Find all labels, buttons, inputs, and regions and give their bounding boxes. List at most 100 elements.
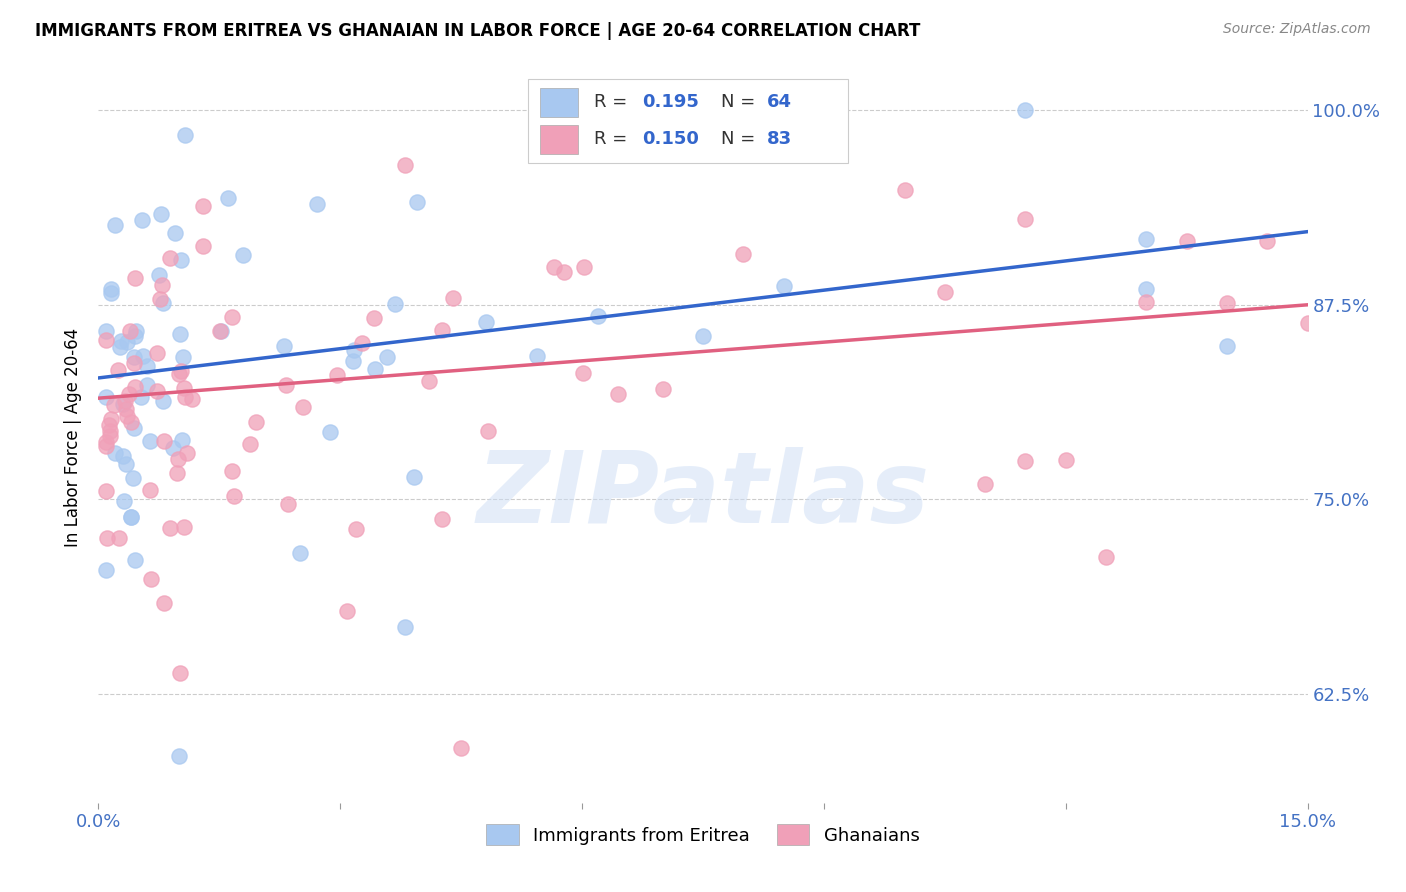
Point [1135,282,1157,296]
Point [115,409,138,423]
Point [96,531,118,545]
Point [1256,234,1278,248]
Point [170,433,193,447]
Point [1054,453,1077,467]
Point [173,519,195,533]
Point [104,445,127,459]
Point [118,387,141,401]
Point [344,522,367,536]
Point [1216,339,1239,353]
Point [122,351,145,365]
Y-axis label: In Labor Force | Age 20-64: In Labor Force | Age 20-64 [65,327,83,547]
Point [276,377,298,392]
Point [98,429,121,443]
Text: ZIPatlas: ZIPatlas [477,447,929,544]
Point [1014,103,1036,118]
Point [1095,550,1118,565]
Point [221,310,243,324]
Point [150,207,173,221]
Point [692,329,714,343]
Point [1175,234,1198,248]
Point [111,449,134,463]
Point [245,415,267,429]
Point [651,382,673,396]
Point [384,297,406,311]
Point [375,350,398,364]
Point [1014,454,1036,468]
Point [394,620,416,634]
Point [115,401,138,416]
Point [100,425,122,439]
Point [209,324,232,338]
Point [733,247,755,261]
Point [167,451,190,466]
Point [122,471,145,485]
Point [273,339,295,353]
Point [430,323,453,337]
Point [173,128,195,143]
Text: R =: R = [595,130,633,148]
Point [139,483,162,498]
Point [124,553,146,567]
Point [97,417,120,432]
Point [152,434,174,449]
Legend: Immigrants from Eritrea, Ghanaians: Immigrants from Eritrea, Ghanaians [479,817,927,852]
Point [232,248,254,262]
Point [277,497,299,511]
Point [129,390,152,404]
Point [173,390,195,404]
Point [173,381,195,395]
Text: 0.150: 0.150 [643,130,699,148]
Point [336,605,359,619]
Point [364,361,387,376]
Point [432,512,454,526]
Point [1216,295,1239,310]
Point [352,336,374,351]
Point [96,324,118,338]
Text: 83: 83 [768,130,792,148]
Point [100,282,122,296]
Point [170,364,193,378]
Point [606,387,628,401]
Point [110,334,132,348]
Point [326,368,349,382]
Point [152,394,174,409]
Point [96,484,118,499]
Point [120,509,142,524]
Point [96,563,118,577]
Point [122,356,145,370]
Point [292,400,315,414]
Point [169,666,191,681]
Point [1135,232,1157,246]
Point [238,437,260,451]
Point [170,252,193,267]
Point [112,494,135,508]
Point [162,442,184,456]
Point [209,325,232,339]
Point [363,311,385,326]
Point [150,277,173,292]
Point [96,439,118,453]
Point [394,158,416,172]
Point [136,359,159,373]
Point [159,520,181,534]
Point [553,265,575,279]
Point [112,397,135,411]
Point [221,464,243,478]
Point [96,334,118,348]
FancyBboxPatch shape [527,78,848,163]
Point [191,239,214,253]
Point [543,260,565,274]
Point [96,434,118,449]
Point [191,199,214,213]
Point [107,531,129,545]
Point [167,749,190,764]
Point [139,572,162,586]
Point [159,251,181,265]
Point [402,469,425,483]
Point [132,349,155,363]
Point [114,458,136,472]
Point [131,213,153,227]
Point [146,384,169,398]
Bar [540,125,578,153]
